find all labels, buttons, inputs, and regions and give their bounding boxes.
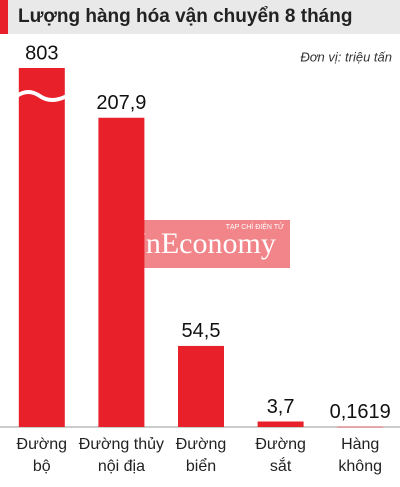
title-accent — [0, 0, 8, 34]
value-label: 3,7 — [267, 396, 295, 418]
chart-title: Lượng hàng hóa vận chuyển 8 tháng — [18, 6, 352, 27]
bar — [98, 117, 145, 427]
bar — [18, 68, 65, 427]
value-label: 54,5 — [182, 320, 221, 342]
watermark-subtitle: TẠP CHÍ ĐIỆN TỬ — [226, 222, 284, 231]
x-tick-label: nội địa — [98, 458, 145, 475]
x-tick-label: Đường — [176, 436, 227, 453]
watermark: VnEconomy — [124, 227, 276, 260]
x-tick-label: Đường — [255, 436, 306, 453]
bar — [337, 426, 384, 428]
value-label: 803 — [25, 42, 58, 64]
unit-label: Đơn vị: triệu tấn — [300, 49, 392, 64]
axis-break — [15, 90, 68, 102]
x-tick-label: Đường — [17, 436, 68, 453]
x-tick-label: Hàng — [341, 436, 379, 453]
bar — [178, 345, 224, 427]
title-band — [0, 0, 400, 34]
bar — [257, 421, 304, 427]
x-tick-label: biển — [186, 457, 216, 475]
value-label: 0,1619 — [330, 401, 391, 423]
value-label: 207,9 — [96, 92, 146, 114]
x-tick-label: sắt — [270, 456, 292, 475]
x-tick-label: không — [338, 458, 382, 475]
x-tick-label: bộ — [33, 458, 51, 475]
x-tick-label: Đường thủy — [79, 436, 164, 453]
